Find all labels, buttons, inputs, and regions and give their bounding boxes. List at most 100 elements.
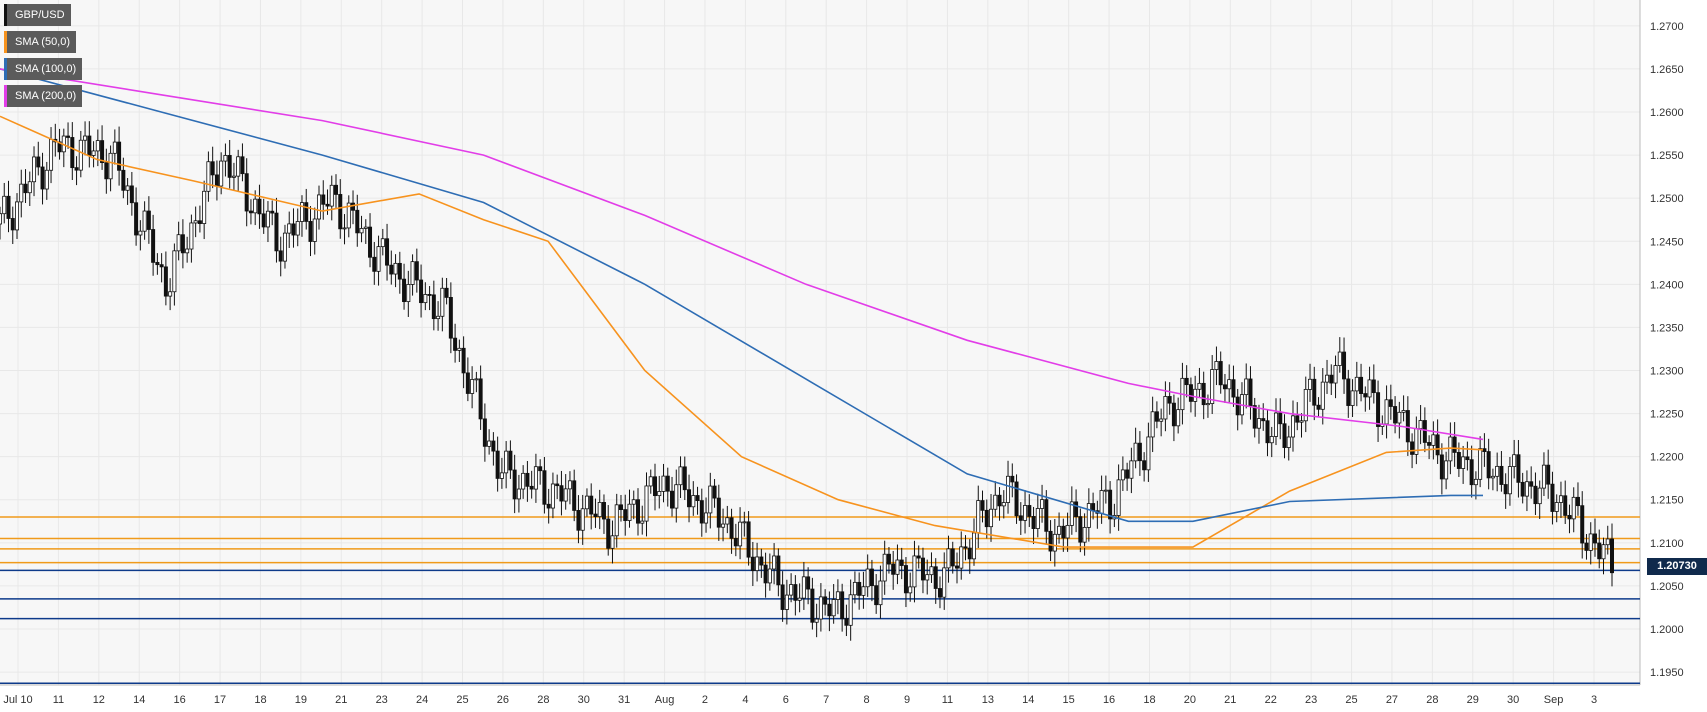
candle-body — [19, 183, 24, 203]
candle-body — [1499, 465, 1504, 485]
x-tick-label: 30 — [578, 694, 590, 706]
candle-body — [1333, 365, 1338, 384]
candle-body — [210, 161, 215, 176]
x-tick-label: 14 — [1022, 694, 1034, 706]
candle-body — [644, 485, 649, 522]
candle-body — [1601, 544, 1606, 560]
candle-body — [1597, 542, 1602, 560]
candle-body — [801, 576, 806, 599]
x-tick-label: 7 — [823, 694, 829, 706]
candle-body — [1482, 448, 1487, 452]
candle-body — [368, 226, 373, 258]
candle-body — [1035, 508, 1040, 529]
legend-instrument[interactable]: GBP/USD — [4, 4, 71, 26]
candle-body — [1346, 378, 1351, 406]
sma-line — [0, 68, 1484, 441]
candle-body — [1150, 411, 1155, 438]
y-tick-label: 1.2000 — [1650, 624, 1684, 636]
candle-body — [70, 137, 75, 169]
candle-body — [1410, 441, 1415, 455]
candle-body — [903, 565, 908, 594]
legend-sma200[interactable]: SMA (200,0) — [4, 85, 83, 107]
candle-body — [716, 497, 721, 528]
candle-body — [1265, 420, 1270, 444]
candle-body — [738, 521, 743, 547]
candle-body — [410, 261, 415, 285]
candle-body — [236, 156, 241, 177]
candle-body — [151, 229, 156, 263]
candle-body — [1503, 484, 1508, 495]
candle-body — [1580, 505, 1585, 544]
candle-body — [129, 185, 134, 204]
candle-body — [1461, 456, 1466, 469]
candle-body — [402, 278, 407, 303]
candle-body — [278, 250, 283, 262]
candle-body — [504, 450, 509, 474]
legend-sma100[interactable]: SMA (100,0) — [4, 58, 83, 80]
y-tick-label: 1.2500 — [1650, 193, 1684, 205]
sma-line — [0, 68, 1483, 523]
x-tick-label: 26 — [497, 694, 509, 706]
candle-body — [219, 160, 224, 187]
y-tick-label: 1.2050 — [1650, 581, 1684, 593]
candle-body — [265, 210, 270, 228]
candle-body — [529, 485, 534, 490]
x-tick-label: 23 — [1305, 694, 1317, 706]
candle-body — [1299, 420, 1304, 423]
y-tick-label: 1.2450 — [1650, 236, 1684, 248]
candle-body — [1252, 405, 1257, 429]
candle-body — [810, 588, 815, 623]
candle-body — [376, 246, 381, 272]
x-tick-label: 18 — [254, 694, 266, 706]
candle-body — [1354, 376, 1359, 392]
candle-body — [1040, 499, 1045, 509]
candle-body — [1520, 481, 1525, 497]
candle-body — [1516, 454, 1521, 483]
candle-body — [223, 155, 228, 162]
sma50-swatch — [4, 31, 7, 53]
candle-body — [338, 194, 343, 230]
candle-body — [516, 488, 521, 500]
candle-body — [1108, 489, 1113, 520]
y-tick-label: 1.2100 — [1650, 538, 1684, 550]
candle-body — [1478, 448, 1483, 480]
candle-body — [1359, 376, 1364, 394]
y-tick-label: 1.2150 — [1650, 495, 1684, 507]
candle-body — [1142, 460, 1147, 471]
legend-sma50[interactable]: SMA (50,0) — [4, 31, 77, 53]
candle-body — [814, 618, 819, 623]
candle-body — [759, 556, 764, 566]
candle-body — [1137, 442, 1142, 462]
candle-body — [27, 181, 32, 194]
candle-body — [886, 553, 891, 565]
candle-body — [687, 489, 692, 508]
candle-body — [1193, 388, 1198, 402]
candle-body — [670, 490, 675, 509]
candle-body — [346, 202, 351, 229]
candle-body — [750, 556, 755, 572]
candle-body — [891, 563, 896, 575]
y-tick-label: 1.2400 — [1650, 279, 1684, 291]
candle-body — [461, 347, 466, 374]
candle-body — [108, 152, 113, 180]
x-tick-label: 24 — [416, 694, 428, 706]
candle-body — [521, 472, 526, 490]
candle-body — [572, 480, 577, 511]
current-price-tag: 1.20730 — [1647, 558, 1707, 576]
candle-body — [1342, 351, 1347, 380]
candle-body — [533, 466, 538, 490]
x-tick-label: 19 — [295, 694, 307, 706]
candle-body — [538, 466, 543, 472]
candle-body — [857, 581, 862, 596]
candle-body — [1397, 411, 1402, 424]
candle-body — [1188, 384, 1193, 402]
candle-body — [972, 532, 977, 560]
candle-body — [865, 568, 870, 588]
candle-body — [1537, 487, 1542, 505]
candle-body — [1018, 515, 1023, 521]
candle-body — [1469, 459, 1474, 486]
candle-body — [1027, 505, 1032, 517]
candle-body — [427, 294, 432, 296]
candle-body — [1512, 454, 1517, 467]
